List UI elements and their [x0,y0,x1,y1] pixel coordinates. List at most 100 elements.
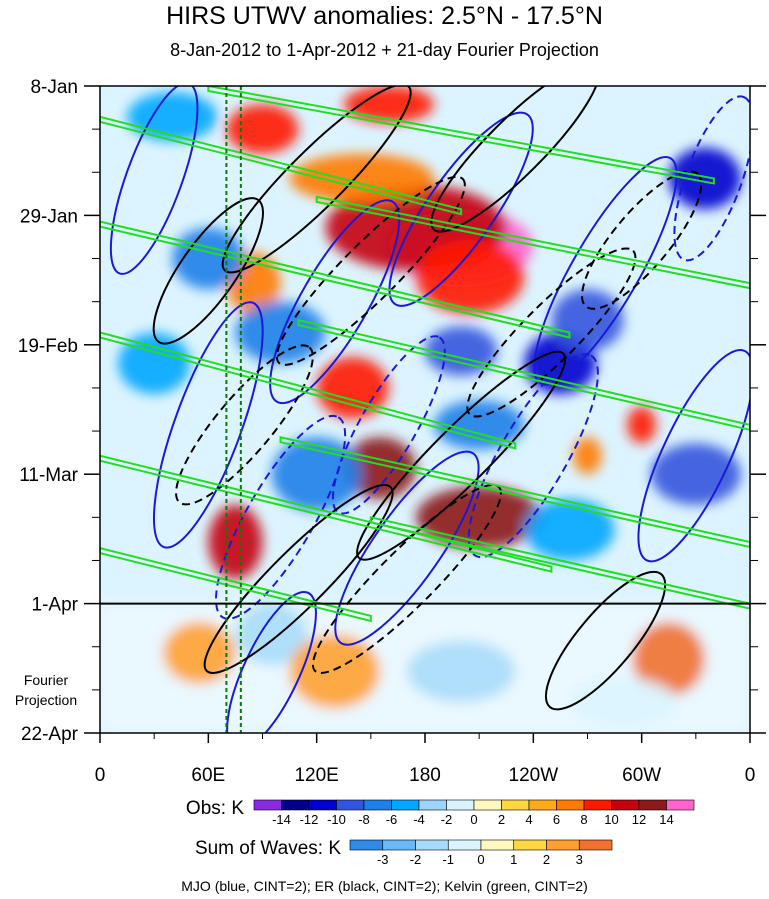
obs-colorbar-level-14: 14 [659,812,673,827]
anomaly-field [100,86,750,733]
y-tick-label-1: 29-Jan [20,206,78,227]
wave-colorbar-level-4: 1 [510,852,517,867]
y-tick-label-3: 11-Mar [19,465,78,486]
x-tick-label-0: 0 [95,765,106,786]
obs-colorbar-swatch-4 [363,799,392,811]
anomaly-blob-3 [289,153,435,204]
anomaly-blob-7 [208,505,263,579]
er-contour-20 [311,483,502,674]
anomaly-blob-20 [434,400,525,450]
obs-colorbar-swatch-1 [281,799,310,811]
mjo-contour-8 [214,414,347,620]
kelvin-contour-7 [279,435,750,549]
wave-colorbar-swatch-1 [382,839,416,851]
wave-colorbar-swatch-2 [415,839,449,851]
anomaly-blob-6 [415,486,543,549]
obs-colorbar-level-2: -10 [327,812,346,827]
anomaly-blob-18 [127,92,218,142]
y-tick-label-2: 19-Feb [18,336,78,357]
y-tick-label-0: 8-Jan [30,77,78,98]
x-tick-label-3: 180 [409,765,441,786]
wave-colorbar-level-1: -2 [410,852,422,867]
mjo-contour-11 [673,95,750,262]
anomaly-blob-24 [118,332,191,395]
chart-subtitle: 8-Jan-2012 to 1-Apr-2012 + 21-day Fourie… [170,40,599,60]
obs-colorbar-level-1: -12 [300,812,319,827]
obs-colorbar-label: Obs: K [186,798,244,819]
chart-title: HIRS UTWV anomalies: 2.5°N - 17.5°N [166,2,603,30]
obs-colorbar-level-5: -4 [413,812,425,827]
kelvin-contour-5 [297,318,750,431]
obs-colorbar-swatch-2 [308,799,337,811]
anomaly-blob-30 [569,677,678,727]
wave-colorbar-level-6: 3 [576,852,583,867]
x-tick-label-4: 120W [509,765,559,786]
obs-colorbar-level-0: -14 [272,812,291,827]
mjo-contour-10 [331,335,446,515]
kelvin-contour-8 [369,516,750,610]
anomaly-blob-29 [632,622,705,697]
obs-colorbar-level-6: -2 [441,812,453,827]
kelvin-contour-9 [100,547,372,623]
er-contour-17 [544,570,667,711]
obs-colorbar-level-11: 8 [580,812,587,827]
anomaly-blob-2 [415,240,525,314]
wave-colorbar-level-5: 2 [543,852,550,867]
x-tick-label-1: 60E [191,765,225,786]
anomaly-blob-26 [406,640,516,703]
kelvin-contour-1 [207,86,715,185]
y-tick-label-4: 1-Apr [32,595,79,616]
er-contour-21 [175,344,314,506]
obs-colorbar-level-10: 6 [553,812,560,827]
er-contour-16 [152,197,264,345]
kelvin-contours [100,86,750,623]
obs-colorbar-level-12: 10 [604,812,618,827]
obs-colorbar-swatch-15 [666,799,695,811]
obs-colorbar-swatch-8 [473,799,502,811]
wave-colorbar-level-3: 0 [477,852,484,867]
wave-colorbar-swatch-4 [480,839,515,851]
obs-colorbar-swatch-9 [501,799,530,811]
er-contour-14 [430,86,601,233]
anomaly-blob-9 [627,406,657,444]
plot-area [100,86,750,733]
wave-colorbar-swatch-6 [546,839,580,851]
obs-colorbar-level-3: -8 [358,812,370,827]
wave-colorbar-level-2: -1 [442,852,454,867]
x-tick-label-5: 60W [622,765,661,786]
hovmoller-chart: 8-Jan 29-Jan 19-Feb 11-Mar 1-Apr 22-Apr 0 60E 1… [18,77,766,867]
kelvin-contour-4 [100,331,517,450]
er-contour-13 [356,350,567,561]
wave-colorbar-swatch-0 [349,839,384,851]
anomaly-blob-4 [316,357,389,419]
obs-colorbar-swatch-7 [446,799,475,811]
mjo-contour-4 [637,349,750,563]
wave-colorbar-swatch-7 [578,839,613,851]
anomaly-blob-16 [650,443,741,506]
reference-longitude-lines [225,86,242,733]
mjo-contour-1 [269,199,401,405]
obs-colorbar-swatch-3 [336,799,365,811]
obs-colorbar-swatch-5 [391,799,420,811]
y-tick-label-5: 22-Apr [21,724,79,745]
obs-colorbar: -14 -12 -10 -8 -6 -4 -2 0 2 4 6 8 10 12 14 Obs: K [186,798,695,827]
obs-colorbar-swatch-0 [253,799,282,811]
kelvin-contour-2 [100,220,571,339]
obs-colorbar-swatch-11 [556,799,585,811]
x-tick-label-6: 0 [745,765,756,786]
anomaly-blob-25 [235,603,308,666]
obs-colorbar-level-9: 4 [525,812,532,827]
anomaly-blob-28 [163,622,236,684]
obs-colorbar-swatch-6 [418,799,447,811]
er-contour-22 [581,170,703,310]
er-contour-15 [203,483,394,674]
x-axis: 0 60E 120E 180 120W 60W 0 [95,733,756,786]
wave-colorbar-label: Sum of Waves: K [195,838,341,859]
mjo-contour-0 [152,301,264,549]
kelvin-contour-0 [100,115,463,216]
mjo-contour-6 [109,86,199,275]
obs-colorbar-level-7: 0 [470,812,477,827]
anomaly-blob-23 [524,498,615,561]
obs-colorbar-level-4: -6 [386,812,398,827]
mjo-contour-2 [388,111,534,307]
